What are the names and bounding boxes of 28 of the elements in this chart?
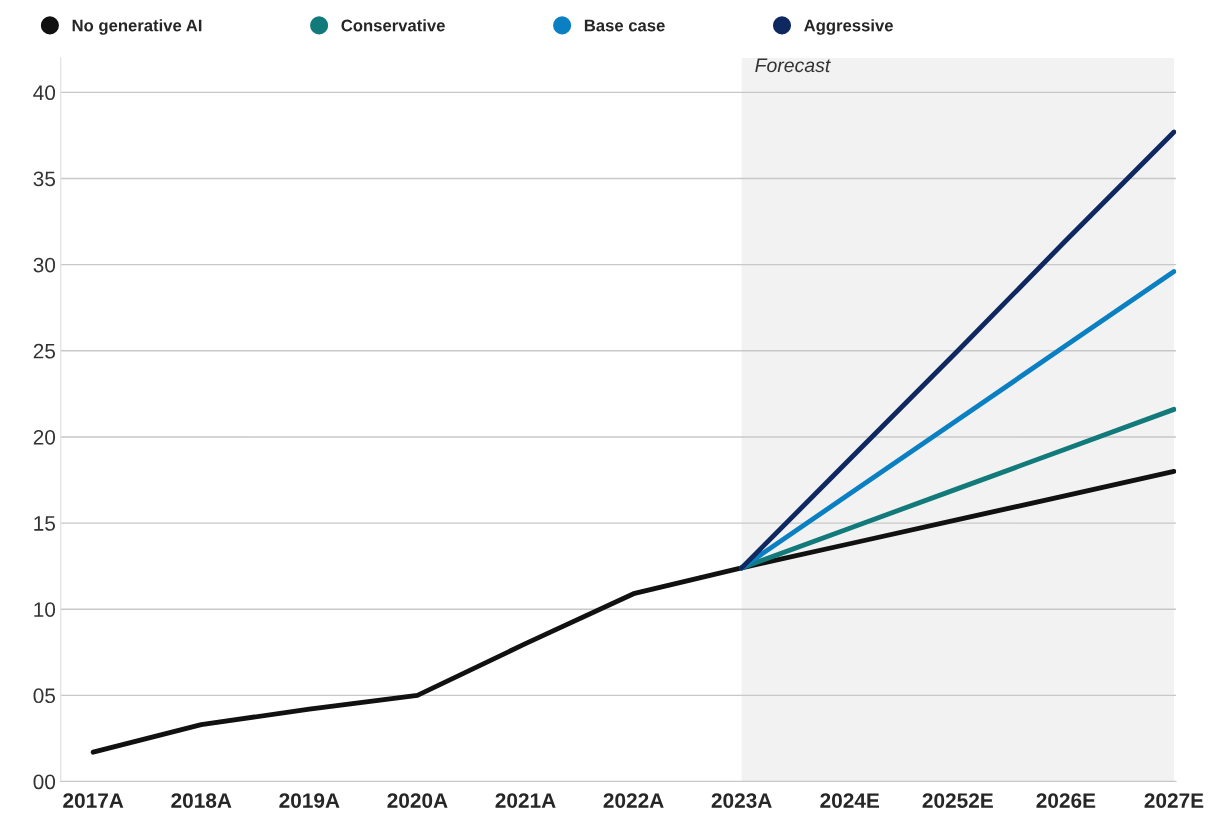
x-tick-label: 2026E <box>1036 793 1096 808</box>
x-tick-label: 2017A <box>63 793 124 808</box>
y-tick-label: 40 <box>33 85 56 101</box>
legend-label: Conservative <box>341 19 445 32</box>
line-series <box>739 129 1177 571</box>
legend-label: No generative AI <box>72 19 202 35</box>
legend-label: Base case <box>584 19 665 32</box>
x-tick-label: 2022A <box>603 793 664 808</box>
x-tick-label: 2019A <box>279 793 340 808</box>
y-tick-label: 10 <box>34 602 56 617</box>
legend-label: Aggressive <box>804 19 893 35</box>
x-tick-label: 20252E <box>922 793 993 808</box>
y-tick-label: 05 <box>33 688 56 704</box>
y-tick-label: 15 <box>34 516 56 531</box>
line-series <box>739 406 1177 571</box>
x-tick-label: 2021A <box>495 793 556 808</box>
y-tick-label: 35 <box>33 171 56 187</box>
band-label: Forecast <box>755 58 831 73</box>
y-tick-label: 20 <box>33 429 56 445</box>
x-tick-label: 2027E <box>1144 793 1204 808</box>
y-tick-label: 30 <box>33 257 56 273</box>
x-tick-label: 2024E <box>820 793 880 808</box>
x-tick-label: 2018A <box>171 793 232 808</box>
line-series <box>90 468 1177 755</box>
y-tick-label: 25 <box>33 343 56 359</box>
x-tick-label: 2020A <box>387 793 448 808</box>
y-tick-label: 00 <box>33 774 56 790</box>
x-tick-label: 2023A <box>711 793 772 808</box>
